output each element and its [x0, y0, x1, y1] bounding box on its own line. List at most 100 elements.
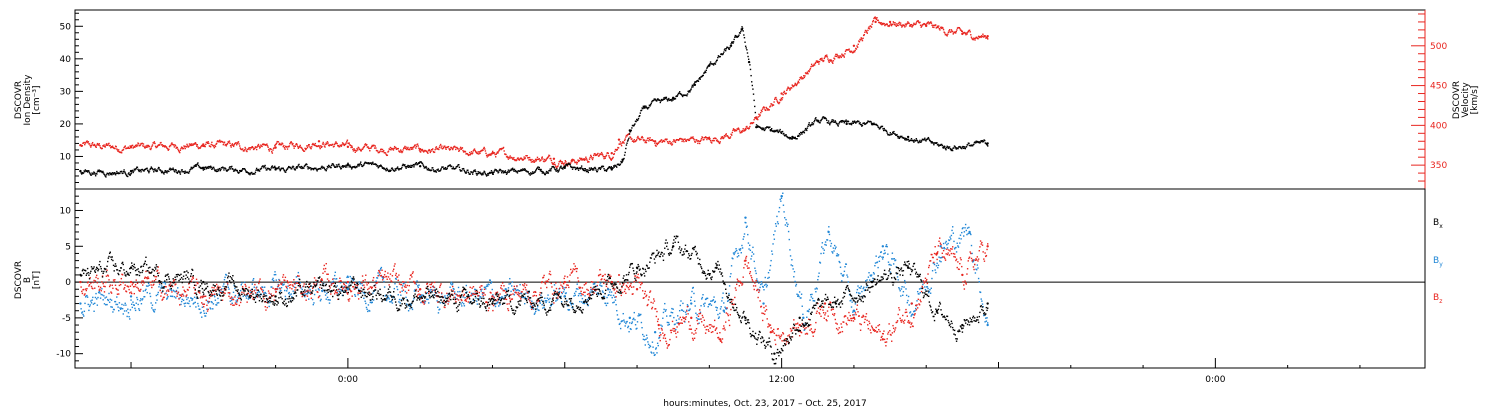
by-point	[347, 276, 349, 278]
by-point	[247, 295, 249, 297]
density-point	[239, 170, 241, 173]
density-key-point	[740, 28, 744, 31]
density-point	[709, 63, 711, 65]
velocity-point	[333, 145, 335, 147]
density-point	[196, 163, 199, 165]
by-point	[964, 223, 967, 226]
by-point	[536, 308, 538, 310]
by-point	[773, 238, 776, 240]
density-point	[892, 131, 894, 133]
density-point	[743, 34, 745, 36]
velocity-point	[381, 148, 384, 151]
by-point	[118, 309, 120, 312]
velocity-point	[289, 143, 291, 145]
by-point	[383, 286, 386, 288]
density-point	[539, 170, 542, 172]
by-point	[975, 269, 978, 271]
by-point	[733, 253, 735, 256]
velocity-point	[229, 142, 231, 145]
velocity-point	[974, 37, 977, 39]
density-point	[212, 166, 215, 169]
density-point	[939, 144, 942, 147]
velocity-point	[871, 23, 873, 25]
velocity-point	[854, 49, 856, 52]
density-point	[330, 164, 333, 167]
velocity-point	[836, 55, 839, 57]
density-point	[836, 124, 839, 126]
density-point	[776, 130, 778, 133]
by-point	[676, 322, 678, 324]
density-point	[274, 165, 276, 168]
density-point	[408, 165, 410, 167]
density-point	[931, 141, 933, 143]
density-point	[327, 166, 329, 169]
by-point	[387, 296, 390, 299]
velocity-point	[215, 142, 218, 145]
by-point	[171, 295, 174, 298]
density-point	[981, 139, 983, 142]
density-point	[656, 99, 658, 101]
velocity-point	[645, 141, 648, 144]
density-point	[295, 167, 297, 169]
density-point	[537, 166, 539, 168]
density-point	[190, 166, 192, 169]
velocity-point	[550, 157, 552, 160]
density-point	[130, 172, 133, 174]
by-point	[660, 324, 662, 326]
bz-point	[345, 285, 347, 287]
velocity-point	[512, 158, 514, 160]
density-point	[613, 166, 616, 168]
velocity-point	[620, 143, 622, 145]
velocity-point	[967, 30, 970, 33]
by-point	[752, 246, 754, 249]
density-point	[706, 67, 708, 69]
by-point	[485, 288, 487, 290]
density-point	[976, 141, 978, 144]
velocity-key-point	[653, 140, 657, 143]
velocity-point	[340, 145, 343, 147]
velocity-point	[609, 157, 611, 160]
by-point	[955, 251, 958, 253]
bz-point	[292, 285, 294, 287]
by-point	[972, 260, 975, 262]
velocity-point	[740, 132, 742, 134]
by-point	[557, 298, 559, 300]
density-point	[735, 36, 737, 38]
velocity-point	[936, 25, 939, 27]
density-point	[741, 26, 743, 28]
by-point	[864, 288, 866, 291]
by-point	[166, 297, 169, 299]
velocity-point	[703, 138, 705, 141]
by-point	[576, 283, 578, 285]
bz-point	[351, 295, 353, 297]
density-point	[623, 157, 625, 160]
bz-point	[89, 277, 91, 279]
bz-point	[83, 294, 86, 296]
velocity-point	[533, 161, 536, 163]
density-point	[128, 173, 131, 176]
by-point	[929, 292, 932, 294]
by-point	[662, 311, 665, 314]
density-point	[650, 102, 652, 105]
by-point	[184, 305, 186, 307]
velocity-point	[359, 148, 361, 151]
by-point	[985, 320, 988, 322]
velocity-point	[358, 147, 360, 149]
density-point	[128, 172, 130, 174]
density-point	[801, 131, 804, 134]
by-point	[673, 316, 675, 319]
density-point	[380, 165, 383, 167]
field-tick-label: 0	[65, 278, 71, 288]
bz-point	[282, 276, 284, 278]
by-point	[937, 266, 939, 269]
velocity-key-point	[274, 146, 277, 149]
density-point	[326, 168, 328, 170]
velocity-point	[97, 144, 100, 146]
density-point	[360, 161, 362, 163]
by-point	[784, 217, 786, 219]
by-point	[675, 328, 677, 331]
density-point	[852, 120, 854, 123]
density-point	[757, 125, 759, 127]
density-point	[904, 137, 907, 140]
velocity-point	[780, 99, 782, 102]
